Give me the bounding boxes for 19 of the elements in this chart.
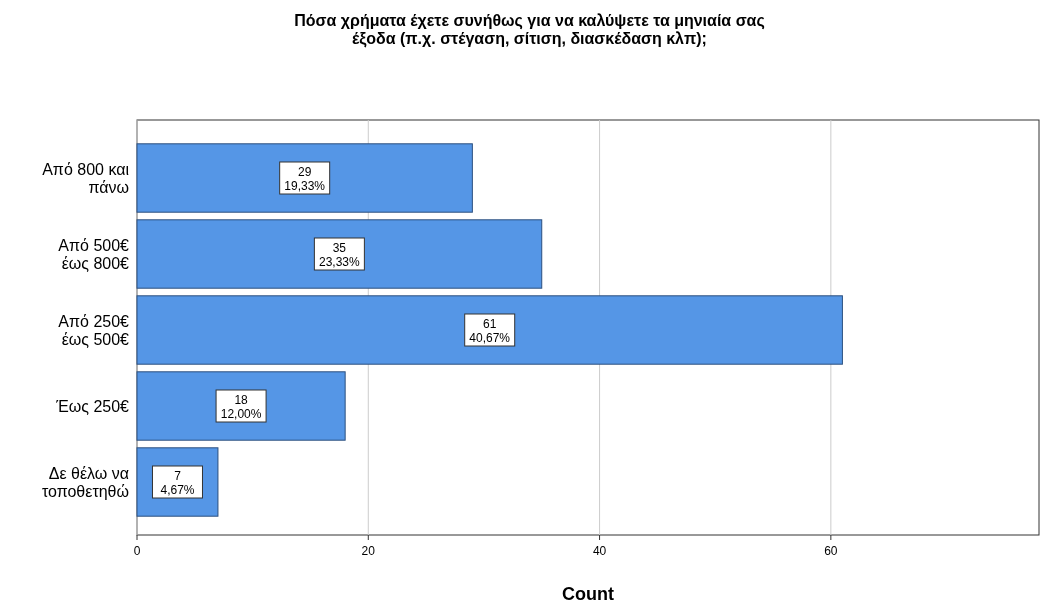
x-tick-label: 60	[824, 544, 838, 558]
data-label: 7 4,67%	[160, 469, 195, 497]
x-tick-label: 0	[133, 544, 141, 558]
chart-title: Πόσα χρήματα έχετε συνήθως για να καλύψετε τα μηνιαία σας έξοδα (π.χ. στέγαση, σίτιση, διασκέδαση κλπ);	[294, 12, 765, 48]
y-tick-label: Δε θέλω να τοποθετηθώ	[41, 465, 129, 500]
data-label: 29 19,33%	[284, 165, 326, 193]
y-tick-label: Από 800 και πάνω	[42, 161, 130, 196]
bar	[136, 219, 543, 289]
y-tick-label: Από 500€ έως 800€	[58, 237, 130, 272]
x-tick-label: 20	[361, 544, 376, 558]
data-label: 61 40,67%	[469, 317, 511, 345]
data-label: 35 23,33%	[319, 241, 361, 269]
y-tick-label: Από 250€ έως 500€	[58, 313, 130, 348]
y-tick-label: Έως 250€	[55, 398, 130, 415]
x-axis-title: Count	[562, 584, 614, 604]
bar	[136, 295, 843, 365]
bar	[136, 143, 473, 213]
data-label: 18 12,00%	[220, 393, 262, 421]
x-tick-label: 40	[592, 544, 607, 558]
